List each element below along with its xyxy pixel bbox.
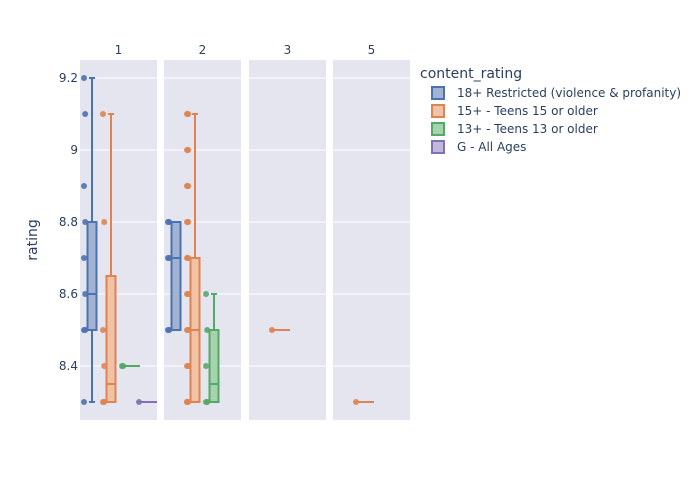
data-point [185,327,192,333]
data-point [185,111,192,117]
legend-swatch [431,86,445,100]
facet-background [333,60,410,420]
data-point [82,327,89,333]
facet-title: 5 [368,43,376,57]
box-iqr [170,221,182,331]
legend-item[interactable]: 13+ - Teens 13 or older [431,122,598,136]
box-18plus [81,75,98,405]
facet-panels: 1 2 3 5 [80,43,410,420]
legend-label: 13+ - Teens 13 or older [457,122,598,136]
data-point [101,219,108,225]
y-tick-label: 9 [70,143,78,157]
box-15plus [353,399,374,405]
data-point [203,399,209,405]
data-point [81,255,87,261]
data-point [136,399,142,405]
legend-swatch [431,140,445,154]
box-15plus [100,111,117,405]
y-tick-label: 8.8 [59,215,78,229]
box-iqr [208,329,220,403]
legend-swatch [431,104,445,118]
data-point [204,327,211,333]
data-point [82,219,89,225]
data-point [203,291,209,297]
data-point [185,219,192,225]
facet-title: 3 [284,43,292,57]
data-point [82,291,89,297]
data-point [185,183,192,189]
data-point [185,363,192,369]
y-axis-title: rating [25,219,41,260]
facet-1: 1 [80,43,157,420]
legend-item[interactable]: 18+ Restricted (violence & profanity) [431,86,681,100]
y-tick-label: 8.6 [59,287,78,301]
data-point [269,327,275,333]
box-iqr [105,275,117,403]
data-point [353,399,359,405]
data-point [166,255,173,261]
legend-label: 15+ - Teens 15 or older [457,104,598,118]
data-point [81,75,87,81]
legend-title: content_rating [420,66,522,82]
data-point [81,399,87,405]
data-point [100,327,106,333]
data-point [120,363,127,369]
box-13plus [203,291,220,405]
data-point [185,255,192,261]
box-13plus [119,363,140,369]
data-point [81,183,87,189]
facet-background [249,60,326,420]
data-point [101,399,108,405]
legend-item[interactable]: 15+ - Teens 15 or older [431,104,598,118]
facet-title: 1 [115,43,123,57]
y-tick-label: 8.4 [59,359,78,373]
data-point [185,147,192,153]
data-point [185,291,192,297]
box-15plus [269,327,290,333]
data-point [166,219,173,225]
box-G [136,399,157,405]
box-15plus [184,111,201,405]
data-point [82,111,89,117]
data-point [184,399,190,405]
data-point [166,327,173,333]
facet-title: 2 [199,43,207,57]
box-iqr [86,221,98,331]
legend-item[interactable]: G - All Ages [431,140,526,154]
legend-swatch [431,122,445,136]
legend-label: 18+ Restricted (violence & profanity) [457,86,681,100]
data-point [100,111,106,117]
legend-label: G - All Ages [457,140,526,154]
y-tick-label: 9.2 [59,71,78,85]
data-point [101,363,108,369]
facet-3: 3 [249,43,326,420]
legend: content_rating 18+ Restricted (violence … [420,66,681,154]
facet-2: 2 [164,43,241,420]
y-axis: 8.4 8.6 8.8 9 9.2 [59,71,78,373]
box-18plus [165,219,182,333]
facet-5: 5 [333,43,410,420]
data-point [203,363,209,369]
